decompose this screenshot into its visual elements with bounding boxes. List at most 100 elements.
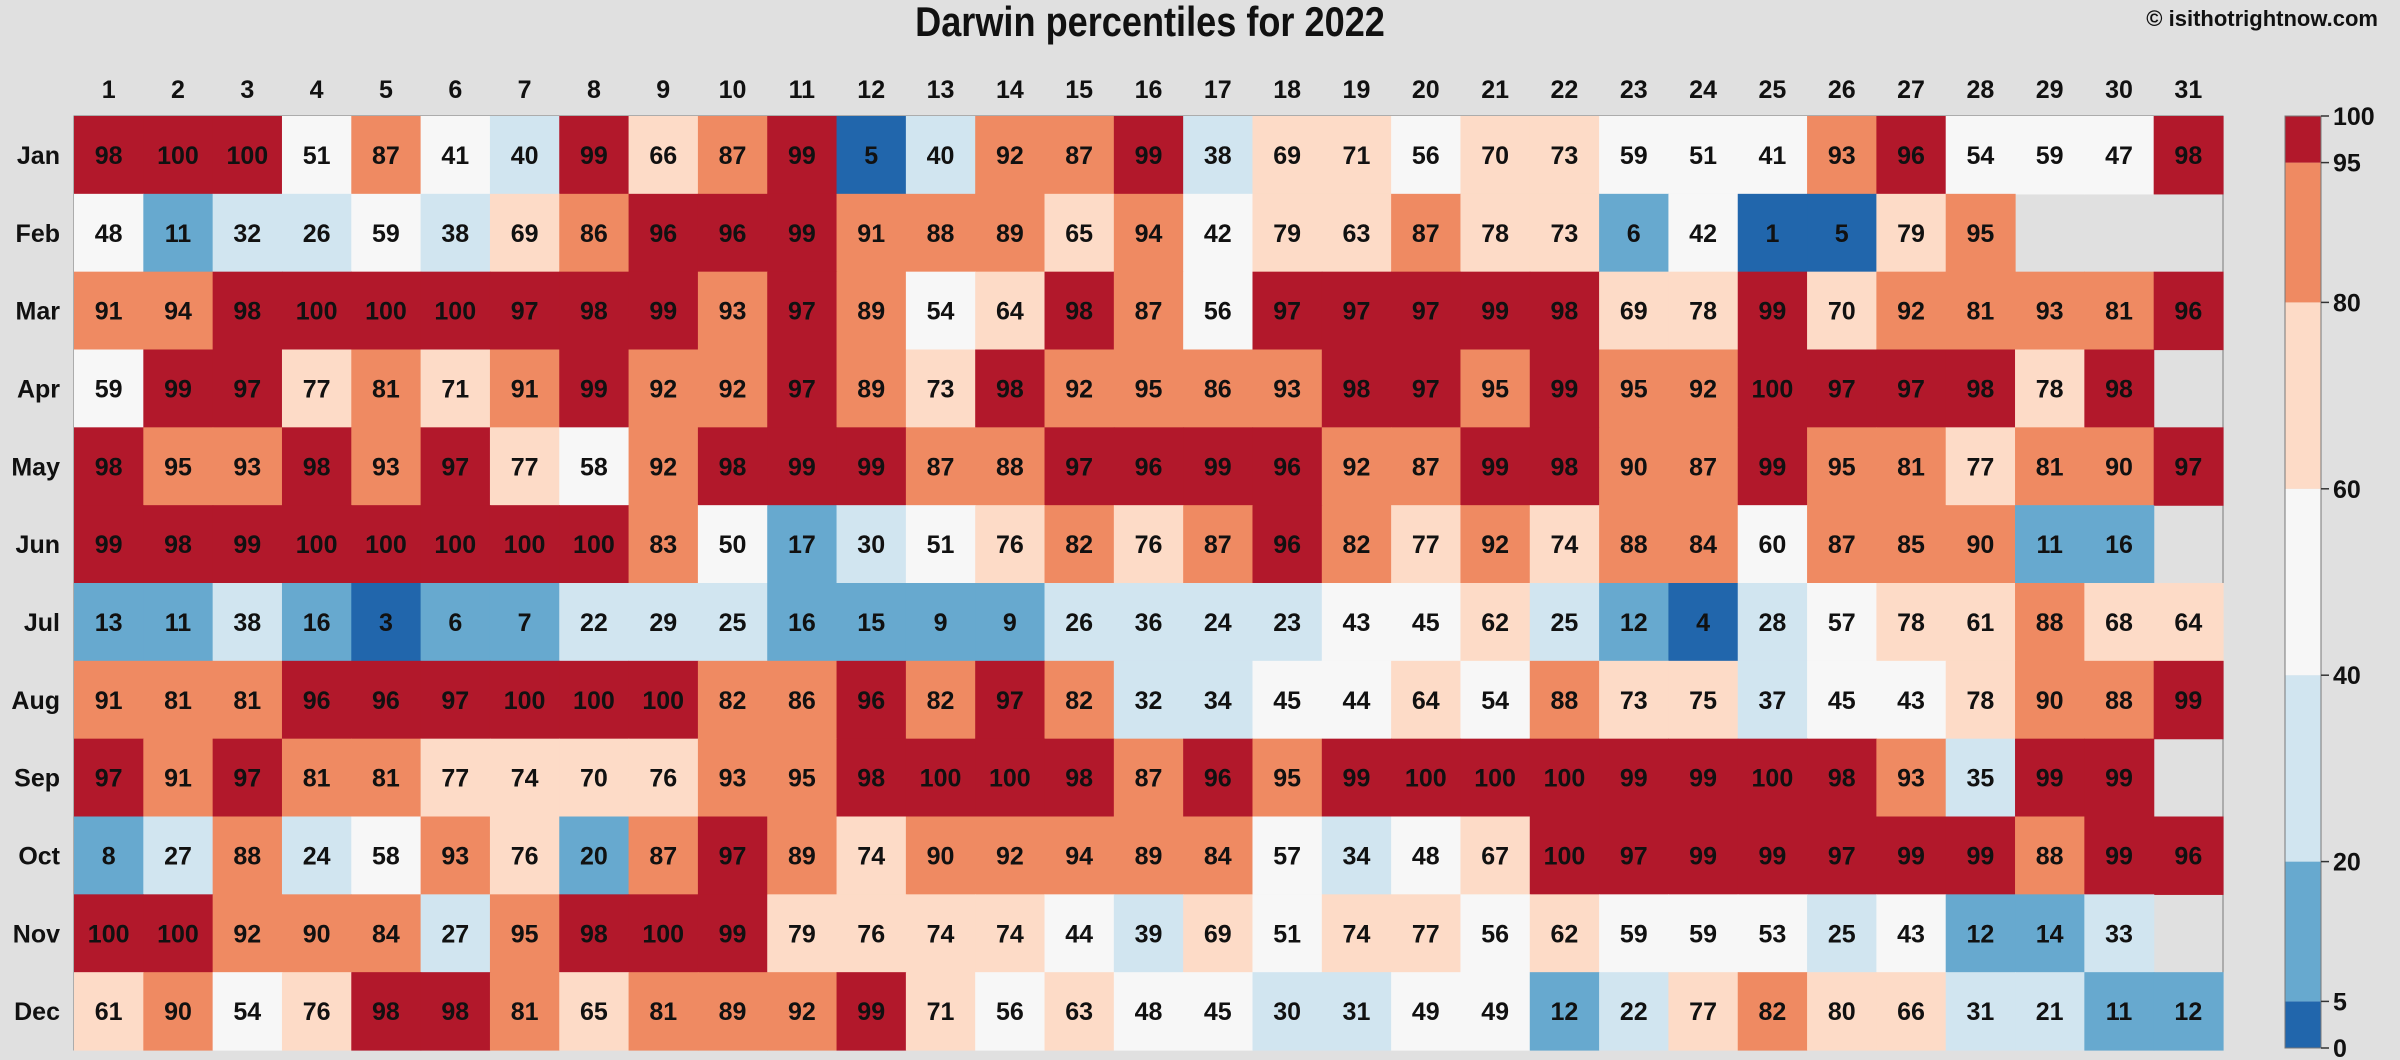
cell-label: 67 bbox=[1481, 842, 1509, 870]
heatmap-cell bbox=[281, 116, 352, 195]
heatmap-cell bbox=[767, 738, 838, 818]
cell-label: 100 bbox=[434, 531, 476, 559]
cell-label: 99 bbox=[2105, 842, 2133, 870]
heatmap-cell bbox=[74, 972, 144, 1051]
cell-label: 74 bbox=[511, 765, 539, 793]
heatmap-cell bbox=[420, 271, 491, 351]
heatmap-cell bbox=[1599, 583, 1670, 662]
cell-label: 6 bbox=[448, 609, 462, 637]
heatmap-cell bbox=[628, 505, 699, 584]
cell-label: 98 bbox=[2105, 375, 2133, 403]
heatmap-cell bbox=[1252, 349, 1323, 428]
heatmap-cell bbox=[767, 972, 838, 1051]
cell-label: 44 bbox=[1343, 687, 1371, 715]
cell-label: 98 bbox=[303, 453, 331, 481]
cell-label: 25 bbox=[1551, 609, 1579, 637]
heatmap-cell bbox=[2153, 271, 2224, 351]
cell-label: 40 bbox=[511, 142, 539, 170]
cell-label: 51 bbox=[303, 142, 331, 170]
cell-label: 99 bbox=[1343, 765, 1371, 793]
heatmap-cell bbox=[1183, 816, 1254, 895]
heatmap-cell bbox=[1183, 271, 1254, 351]
heatmap-cell bbox=[2153, 972, 2224, 1051]
heatmap-cell bbox=[1391, 738, 1462, 818]
cell-label: 75 bbox=[1689, 687, 1717, 715]
heatmap-cell bbox=[1044, 116, 1115, 195]
heatmap-cell bbox=[74, 271, 144, 351]
cell-label: 76 bbox=[303, 998, 331, 1026]
colorbar-tick-label: 40 bbox=[2333, 662, 2361, 690]
cell-label: 100 bbox=[504, 531, 546, 559]
cell-label: 69 bbox=[511, 220, 539, 248]
cell-label: 100 bbox=[296, 531, 338, 559]
heatmap-cell bbox=[628, 427, 699, 506]
cell-label: 43 bbox=[1343, 609, 1371, 637]
colorbar-tick-label: 60 bbox=[2333, 476, 2361, 504]
cell-label: 90 bbox=[303, 920, 331, 948]
cell-label: 97 bbox=[441, 687, 469, 715]
heatmap-cell bbox=[2015, 894, 2085, 973]
heatmap-cell bbox=[2015, 738, 2085, 818]
heatmap-cell bbox=[1321, 271, 1392, 351]
cell-label: 56 bbox=[996, 998, 1024, 1026]
heatmap-cell bbox=[2153, 816, 2224, 895]
heatmap-cell bbox=[74, 116, 144, 195]
cell-label: 30 bbox=[1273, 998, 1301, 1026]
heatmap-cell bbox=[281, 660, 352, 740]
heatmap-cell bbox=[1391, 505, 1462, 584]
heatmap-cell bbox=[697, 349, 768, 428]
heatmap-cell bbox=[905, 894, 976, 973]
cell-label: 14 bbox=[2036, 920, 2064, 948]
heatmap-cell bbox=[1460, 816, 1531, 895]
heatmap-cell bbox=[767, 349, 838, 428]
cell-label: 98 bbox=[1966, 375, 1994, 403]
x-tick-label: 27 bbox=[1897, 76, 1925, 104]
heatmap-cell bbox=[1113, 193, 1184, 273]
heatmap-cell bbox=[1252, 427, 1323, 506]
cell-label: 56 bbox=[1481, 920, 1509, 948]
heatmap-cell bbox=[1460, 349, 1531, 428]
heatmap-cell bbox=[975, 271, 1046, 351]
heatmap-cell bbox=[836, 505, 907, 584]
heatmap-cell bbox=[281, 505, 352, 584]
colorbar-segment bbox=[2285, 675, 2321, 862]
cell-label: 62 bbox=[1551, 920, 1579, 948]
cell-label: 98 bbox=[580, 298, 608, 326]
heatmap-cell bbox=[628, 660, 699, 740]
cell-label: 95 bbox=[1135, 375, 1163, 403]
heatmap-cell bbox=[1876, 349, 1947, 428]
cell-label: 45 bbox=[1828, 687, 1856, 715]
x-tick-label: 17 bbox=[1204, 76, 1232, 104]
heatmap-cell bbox=[1113, 505, 1184, 584]
cell-label: 86 bbox=[788, 687, 816, 715]
cell-label: 100 bbox=[88, 920, 130, 948]
heatmap-cell bbox=[1737, 505, 1808, 584]
cell-label: 97 bbox=[719, 842, 747, 870]
cell-label: 81 bbox=[511, 998, 539, 1026]
heatmap-cell bbox=[212, 972, 283, 1051]
colorbar-segment bbox=[2285, 162, 2321, 303]
heatmap-cell bbox=[628, 116, 699, 195]
cell-label: 45 bbox=[1204, 998, 1232, 1026]
cell-label: 97 bbox=[1065, 453, 1093, 481]
y-tick-label: Jun bbox=[16, 531, 60, 559]
cell-label: 97 bbox=[441, 453, 469, 481]
cell-label: 98 bbox=[857, 765, 885, 793]
heatmap-cell bbox=[1668, 972, 1739, 1051]
heatmap-cell bbox=[281, 816, 352, 895]
cell-label: 97 bbox=[1273, 298, 1301, 326]
cell-label: 97 bbox=[1412, 375, 1440, 403]
cell-label: 99 bbox=[1551, 375, 1579, 403]
cell-label: 92 bbox=[649, 453, 677, 481]
cell-label: 54 bbox=[233, 998, 261, 1026]
cell-label: 96 bbox=[2174, 298, 2202, 326]
cell-label: 60 bbox=[1758, 531, 1786, 559]
heatmap-cell bbox=[1737, 660, 1808, 740]
cell-label: 69 bbox=[1204, 920, 1232, 948]
heatmap-cell bbox=[281, 271, 352, 351]
cell-label: 45 bbox=[1273, 687, 1301, 715]
heatmap-cell bbox=[697, 894, 768, 973]
cell-label: 31 bbox=[1966, 998, 1994, 1026]
heatmap-cell bbox=[2084, 349, 2155, 428]
heatmap-cell bbox=[975, 116, 1046, 195]
